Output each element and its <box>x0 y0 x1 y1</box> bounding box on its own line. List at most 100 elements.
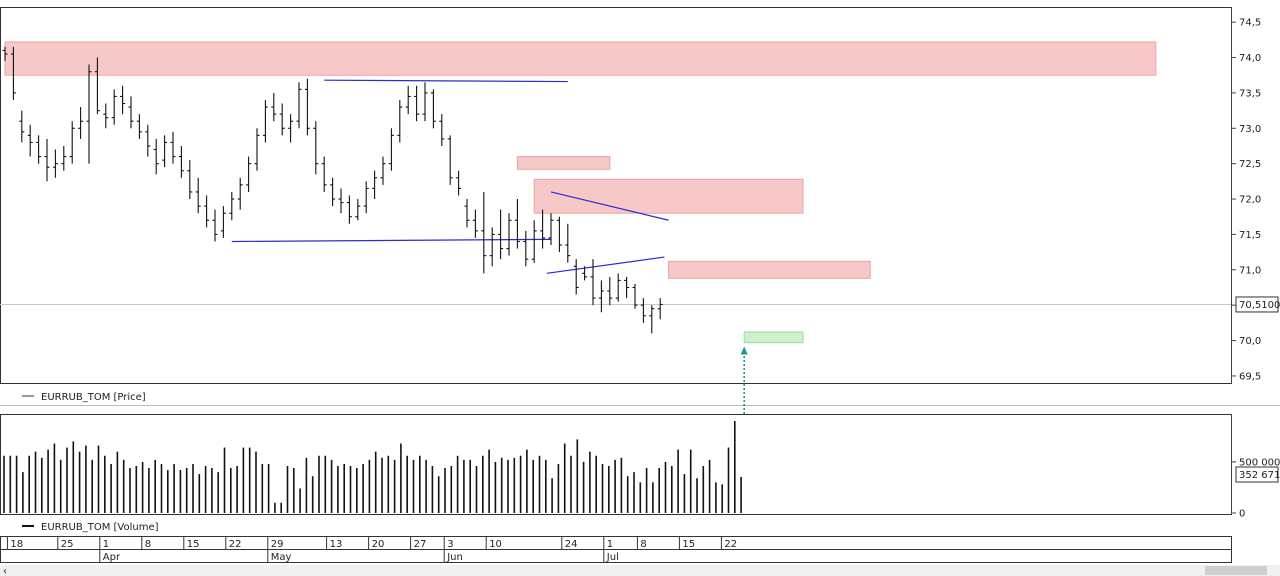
ohlc-bar <box>187 160 193 200</box>
volume-legend-label: EURRUB_TOM [Volume] <box>41 522 159 533</box>
ohlc-bar <box>657 298 663 320</box>
price-tick-label: 71,0 <box>1239 265 1261 276</box>
ohlc-bar <box>262 99 268 143</box>
demand-zone <box>743 331 804 344</box>
trendline[interactable] <box>550 191 669 221</box>
date-label: 15 <box>682 539 695 550</box>
date-label: 22 <box>229 539 242 550</box>
scrollbar-thumb[interactable] <box>1205 566 1267 575</box>
date-axis-days: 18 25 1 8 15 22 29 13 20 27 3 10 24 1 8 15 22 <box>6 537 737 550</box>
last-price-box <box>1235 296 1279 313</box>
price-tick-label: 73,0 <box>1239 124 1261 135</box>
ohlc-bar <box>615 273 621 302</box>
ohlc-bar <box>540 209 546 249</box>
ohlc-bar <box>456 170 462 196</box>
ohlc-bar <box>489 227 495 267</box>
ohlc-bar <box>422 82 428 122</box>
ohlc-bar <box>195 177 201 214</box>
ohlc-bar <box>162 135 168 168</box>
ohlc-bar <box>372 170 378 200</box>
ohlc-bar <box>598 280 604 313</box>
ohlc-bar <box>120 85 126 115</box>
volume-tick-label: 500 000 <box>1239 457 1280 468</box>
price-axis-ticks: 74,574,073,573,072,572,071,571,070,570,0… <box>1231 18 1261 382</box>
ohlc-bar <box>640 298 646 323</box>
ohlc-bar <box>514 199 520 249</box>
ohlc-bar <box>61 145 67 171</box>
ohlc-bar <box>86 64 92 164</box>
ohlc-bar <box>313 121 319 175</box>
ohlc-bar <box>52 149 58 178</box>
ohlc-bar <box>565 223 571 263</box>
ohlc-bar <box>136 114 142 139</box>
supply-zone <box>516 156 611 170</box>
volume-bars <box>3 421 742 513</box>
ohlc-bar <box>36 135 42 164</box>
ohlc-bar <box>590 259 596 306</box>
ohlc-bar <box>556 216 562 253</box>
ohlc-bar <box>296 82 302 129</box>
ohlc-bar <box>355 199 361 221</box>
volume-panel-frame <box>0 414 1232 515</box>
trendline[interactable] <box>231 238 552 243</box>
price-tick-label: 71,5 <box>1239 230 1261 241</box>
price-tick-label: 74,5 <box>1239 18 1261 29</box>
ohlc-bar <box>363 181 369 214</box>
ohlc-bar <box>204 195 210 228</box>
ohlc-bar <box>44 138 50 182</box>
last-price-value: 70,5100 <box>1239 300 1280 311</box>
ohlc-bar <box>2 46 8 62</box>
ohlc-bar <box>237 177 243 210</box>
date-label: 25 <box>61 539 74 550</box>
ohlc-bar <box>498 209 504 260</box>
ohlc-bar <box>10 46 16 100</box>
price-legend-label: EURRUB_TOM [Price] <box>41 392 146 403</box>
ohlc-bar <box>338 188 344 214</box>
last-volume-box <box>1235 466 1279 483</box>
date-label: 15 <box>187 539 200 550</box>
trendlines-layer <box>231 79 669 274</box>
ohlc-bar <box>472 209 478 238</box>
ohlc-bar <box>388 128 394 171</box>
volume-tick-label: 0 <box>1239 509 1245 520</box>
ohlc-bar <box>405 85 411 115</box>
signal-arrow-head <box>740 346 748 355</box>
price-tick-label: 69,5 <box>1239 371 1261 382</box>
ohlc-bar <box>170 131 176 164</box>
ohlc-bar <box>103 103 109 129</box>
ohlc-bar <box>649 305 655 334</box>
ohlc-bar <box>304 78 310 136</box>
month-label: May <box>271 552 292 563</box>
scroll-left-icon[interactable]: ‹ <box>3 566 7 576</box>
last-volume-value: 352 671 <box>1239 470 1280 481</box>
ohlc-bar <box>94 57 100 115</box>
supply-zone <box>668 260 871 279</box>
ohlc-bar <box>523 230 529 267</box>
ohlc-bar <box>271 92 277 122</box>
ohlc-bar <box>430 89 436 129</box>
date-label: 8 <box>640 539 646 550</box>
date-label: 3 <box>447 539 453 550</box>
date-label: 18 <box>10 539 23 550</box>
trendline[interactable] <box>324 79 568 83</box>
ohlc-bar <box>380 156 386 185</box>
ohlc-bar <box>145 124 151 157</box>
date-label: 10 <box>489 539 502 550</box>
date-label: 13 <box>330 539 343 550</box>
ohlc-bar <box>531 220 537 263</box>
ohlc-bar <box>254 128 260 171</box>
price-tick-label: 72,5 <box>1239 159 1261 170</box>
supply-zone <box>4 41 1157 76</box>
price-tick-label: 73,5 <box>1239 88 1261 99</box>
trendline[interactable] <box>546 256 665 274</box>
horizontal-scrollbar[interactable] <box>0 565 1280 576</box>
ohlc-bar <box>69 121 75 164</box>
ohlc-bar <box>481 191 487 274</box>
date-label: 22 <box>724 539 737 550</box>
date-label: 24 <box>565 539 578 550</box>
ohlc-bar <box>27 124 33 157</box>
date-label: 8 <box>145 539 151 550</box>
ohlc-bar <box>212 209 218 242</box>
volume-axis-ticks: 500 000 0 <box>1231 457 1280 520</box>
ohlc-bar <box>573 259 579 295</box>
